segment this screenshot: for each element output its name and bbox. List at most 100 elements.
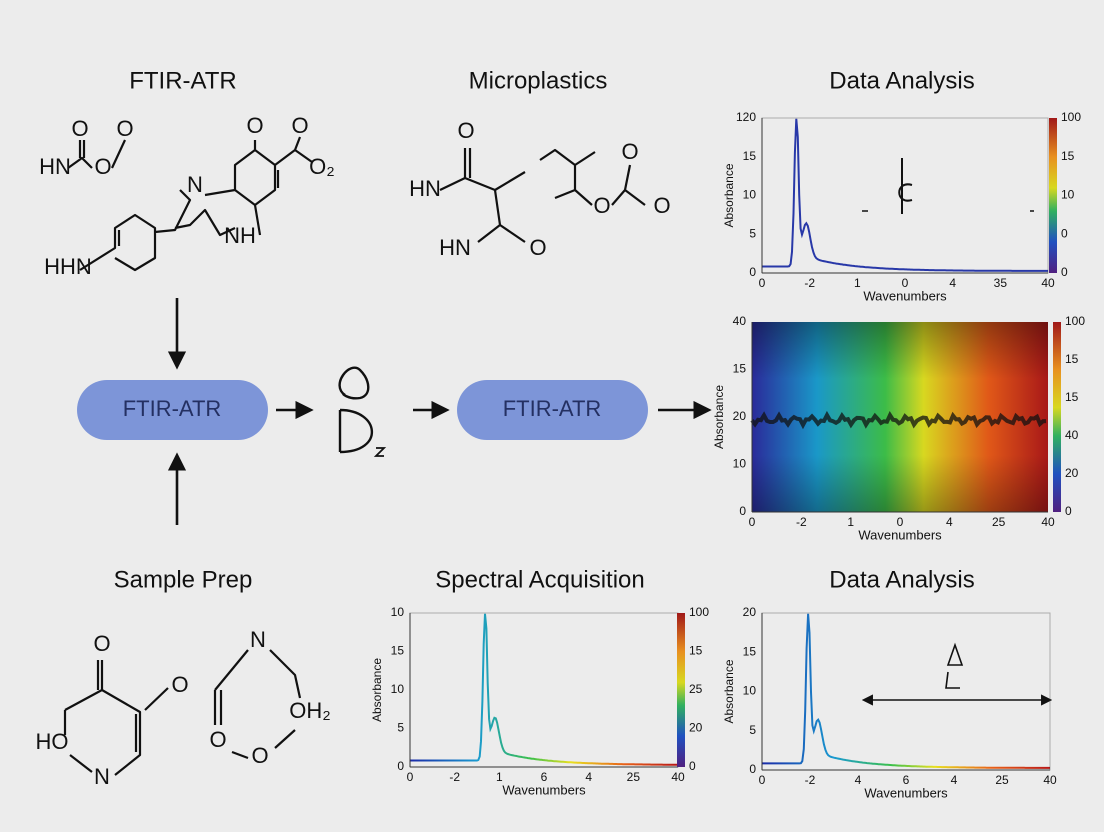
plot-frame <box>409 612 679 768</box>
x-tick-label: 25 <box>992 515 1006 529</box>
y-tick-label: 120 <box>736 110 756 124</box>
atom-label: OH₂ <box>289 698 331 723</box>
heading: Microplastics <box>469 67 608 94</box>
x-axis-label: Wavenumbers <box>864 785 948 800</box>
y-tick-label: 10 <box>733 457 747 471</box>
x-tick-label: 0 <box>759 773 766 787</box>
x-tick-label: -2 <box>805 773 816 787</box>
x-tick-label: 35 <box>994 276 1008 290</box>
y-tick-label: 0 <box>749 265 756 279</box>
x-tick-label: 25 <box>627 770 641 784</box>
colorbar-tick-label: 0 <box>1061 226 1068 240</box>
colorbar-tick-label: 25 <box>689 682 703 696</box>
y-tick-label: 15 <box>743 149 757 163</box>
spectrum <box>762 118 1048 272</box>
colorbar-tick-label: 20 <box>689 721 703 735</box>
plot-frame <box>761 117 1049 274</box>
colorbar-tick-label: 100 <box>1065 314 1085 328</box>
atom-label: NH <box>224 223 256 248</box>
arrows <box>167 298 1053 706</box>
x-tick-label: -2 <box>449 770 460 784</box>
y-tick-label: 0 <box>397 759 404 773</box>
heading: Spectral Acquisition <box>435 566 644 593</box>
atom-label: O <box>116 116 133 141</box>
atom-label: O <box>93 631 110 656</box>
colorbar-tick-label: 0 <box>1065 504 1072 518</box>
atom-label: N <box>250 627 266 652</box>
y-tick-label: 15 <box>391 644 405 658</box>
glyphs <box>338 158 1034 689</box>
x-tick-label: 6 <box>541 770 548 784</box>
colorbar-tick-label: 15 <box>1065 352 1079 366</box>
x-tick-label: 4 <box>951 773 958 787</box>
node-label: FTIR-ATR <box>503 396 602 421</box>
atom-label: HHN <box>44 254 92 279</box>
y-tick-label: 10 <box>743 684 757 698</box>
atom-label: O₂ <box>309 154 335 179</box>
x-tick-label: 0 <box>759 276 766 290</box>
y-tick-label: 15 <box>743 644 757 658</box>
y-axis-label: Absorbance <box>370 658 384 722</box>
x-tick-label: 0 <box>902 276 909 290</box>
atom-label: O <box>457 118 474 143</box>
x-tick-label: 4 <box>855 773 862 787</box>
heading: FTIR-ATR <box>129 67 237 94</box>
atom-label: O <box>621 139 638 164</box>
x-tick-label: -2 <box>804 276 815 290</box>
colorbar-tick-label: 100 <box>1061 110 1081 124</box>
node <box>457 380 648 440</box>
atom-label: HN <box>39 154 71 179</box>
y-tick-label: 40 <box>733 314 747 328</box>
x-tick-label: 4 <box>585 770 592 784</box>
atom-label: O <box>593 193 610 218</box>
atom-label: O <box>246 113 263 138</box>
colorbar <box>1049 118 1057 273</box>
y-axis-label: Absorbance <box>722 659 736 723</box>
x-tick-label: 40 <box>1041 276 1055 290</box>
x-tick-label: 6 <box>903 773 910 787</box>
heading: Data Analysis <box>829 67 974 94</box>
noise-band <box>750 410 1047 430</box>
atom-label: O <box>529 235 546 260</box>
y-tick-label: 10 <box>391 605 405 619</box>
x-tick-label: 4 <box>946 515 953 529</box>
colorbar-tick-label: 100 <box>689 605 709 619</box>
colorbar <box>677 613 685 767</box>
atom-label: O <box>94 154 111 179</box>
atom-label: HN <box>409 176 441 201</box>
y-axis-label: Absorbance <box>722 163 736 227</box>
atom-label: N <box>94 764 110 789</box>
y-tick-label: 20 <box>733 409 747 423</box>
heading: Data Analysis <box>829 566 974 593</box>
atom-label: O <box>171 672 188 697</box>
y-tick-label: 10 <box>391 682 405 696</box>
x-tick-label: 25 <box>995 773 1009 787</box>
y-axis-label: Absorbance <box>712 385 726 449</box>
x-tick-label: 0 <box>407 770 414 784</box>
y-tick-label: 15 <box>733 362 747 376</box>
x-axis-label: Wavenumbers <box>502 782 586 797</box>
atom-label: O <box>71 116 88 141</box>
spectrum <box>410 613 679 766</box>
x-tick-label: 40 <box>1041 515 1055 529</box>
colorbar-tick-label: 10 <box>1061 188 1075 202</box>
node-label: FTIR-ATR <box>123 396 222 421</box>
heading: Sample Prep <box>114 566 253 593</box>
x-tick-label: 1 <box>847 515 854 529</box>
colorbar <box>1053 322 1061 512</box>
colorbar-tick-label: 15 <box>689 644 703 658</box>
atom-label: N <box>187 172 203 197</box>
x-axis-label: Wavenumbers <box>863 288 947 303</box>
atom-label: O <box>209 727 226 752</box>
colorbar-tick-label: 40 <box>1065 428 1079 442</box>
atom-label: O <box>251 743 268 768</box>
x-tick-label: 40 <box>1043 773 1057 787</box>
y-tick-label: 10 <box>743 188 757 202</box>
x-axis-label: Wavenumbers <box>858 527 942 542</box>
y-tick-label: 0 <box>739 504 746 518</box>
atom-label: O <box>291 113 308 138</box>
colorbar-tick-label: 0 <box>689 759 696 773</box>
atom-label: HN <box>439 235 471 260</box>
y-tick-label: 5 <box>397 721 404 735</box>
